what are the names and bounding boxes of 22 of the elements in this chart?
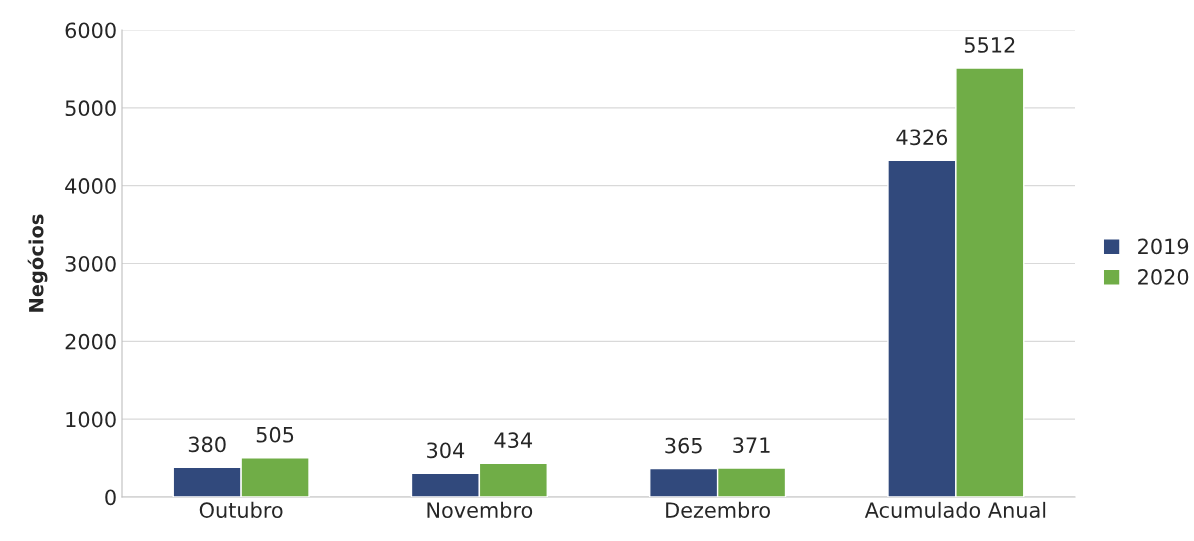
y-axis-title: Negócios (27, 214, 48, 312)
x-tick-label: Outubro (199, 501, 283, 518)
y-tick-label: 1000 (66, 411, 116, 428)
y-tick-label: 6000 (65, 22, 116, 39)
data-label: 371 (733, 437, 770, 453)
legend-label: 2019 (1138, 238, 1189, 255)
data-label: 4326 (896, 129, 948, 146)
data-label: 304 (427, 442, 465, 459)
y-tick-label: 2000 (65, 333, 116, 350)
data-label: 434 (494, 432, 533, 449)
x-tick-label: Novembro (427, 501, 533, 518)
y-tick-label: 3000 (65, 255, 116, 272)
data-label: 5512 (964, 37, 1015, 53)
x-tick-label: Acumulado Anual (864, 501, 1046, 518)
data-label: 365 (665, 437, 702, 454)
data-label: 505 (256, 426, 294, 443)
data-label: 380 (188, 436, 226, 453)
y-tick-label: 4000 (65, 178, 116, 194)
x-tick-label: Dezembro (666, 501, 770, 518)
y-tick-label: 5000 (65, 100, 116, 117)
y-tick-label: 0 (105, 489, 116, 506)
legend-label: 2020 (1138, 269, 1189, 285)
